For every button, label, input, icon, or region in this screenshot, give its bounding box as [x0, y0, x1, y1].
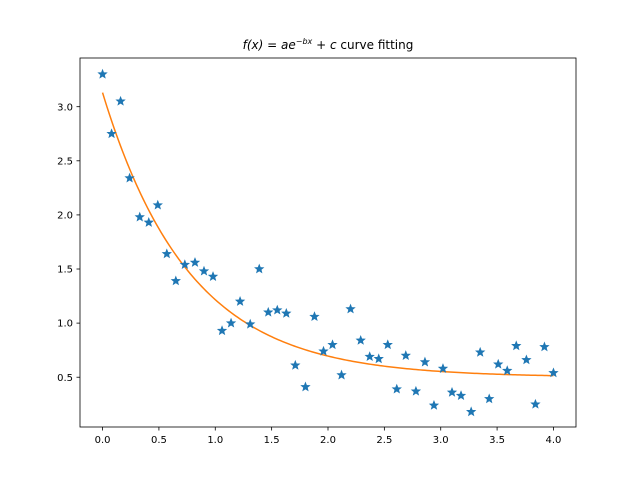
- y-tick-label: 2.0: [57, 211, 73, 222]
- data-point: [493, 358, 504, 369]
- data-point: [355, 335, 366, 345]
- y-tick-label: 2.5: [57, 156, 73, 167]
- data-point: [254, 263, 265, 274]
- data-point: [152, 199, 163, 210]
- x-tick-label: 4.0: [546, 435, 562, 446]
- y-tick-label: 3.0: [57, 102, 73, 113]
- data-point: [327, 339, 338, 350]
- data-point: [234, 296, 246, 306]
- data-point: [179, 259, 190, 270]
- data-point: [446, 386, 458, 397]
- data-point: [318, 345, 329, 356]
- title-rest: curve fitting: [337, 38, 414, 52]
- data-point: [530, 398, 541, 409]
- x-tick-label: 0.5: [151, 435, 167, 446]
- y-axis-ticks: 0.5 1.0 1.5 2.0 2.5 3.0: [57, 102, 80, 384]
- data-point: [216, 325, 228, 336]
- x-axis-ticks: 0.0 0.5 1.0 1.5 2.0 2.5 3.0 3.5 4.0: [95, 427, 562, 446]
- data-point: [198, 265, 210, 276]
- data-point: [272, 304, 283, 315]
- data-point: [475, 346, 486, 357]
- plot-area: [80, 58, 576, 427]
- data-point: [455, 390, 467, 401]
- title-exponent: −bx: [296, 37, 313, 46]
- title-c: c: [330, 38, 337, 52]
- data-point: [290, 359, 301, 370]
- y-tick-label: 1.0: [57, 319, 73, 330]
- data-point: [309, 311, 320, 322]
- data-point: [502, 365, 513, 376]
- data-point: [391, 383, 402, 394]
- data-point: [161, 248, 172, 259]
- y-tick-label: 1.5: [57, 265, 73, 276]
- data-point: [124, 172, 135, 183]
- data-point: [336, 369, 347, 380]
- title-e: e: [288, 38, 295, 52]
- data-point: [539, 341, 550, 352]
- data-point: [400, 350, 411, 360]
- title-fx: f(x): [243, 38, 264, 52]
- x-tick-label: 1.5: [264, 435, 280, 446]
- data-point: [382, 339, 393, 350]
- data-point: [245, 318, 256, 329]
- data-point: [345, 303, 356, 314]
- data-point: [410, 385, 422, 396]
- x-tick-label: 3.0: [433, 435, 449, 446]
- y-tick-label: 0.5: [57, 373, 73, 384]
- data-point: [143, 217, 154, 227]
- fit-curve-layer: [101, 92, 554, 377]
- data-point: [373, 353, 384, 364]
- data-point: [466, 406, 477, 417]
- data-point: [548, 367, 559, 378]
- data-point: [115, 95, 126, 106]
- data-point: [189, 257, 201, 267]
- data-point: [419, 356, 431, 367]
- title-equals: =: [263, 38, 281, 52]
- title-a: a: [281, 38, 288, 52]
- data-point: [300, 381, 311, 392]
- data-point: [484, 393, 495, 404]
- chart-title: f(x) = ae−bx + c curve fitting: [243, 37, 414, 52]
- title-plus: +: [312, 38, 330, 52]
- data-point: [437, 363, 449, 373]
- data-point: [106, 128, 117, 139]
- axes-frame: [79, 57, 577, 428]
- data-point: [263, 306, 274, 317]
- data-point: [207, 271, 219, 281]
- data-point: [225, 317, 237, 328]
- x-tick-label: 0.0: [95, 435, 111, 446]
- data-point: [364, 351, 375, 362]
- x-tick-label: 3.5: [489, 435, 505, 446]
- fit-curve: [101, 92, 554, 377]
- data-point: [428, 399, 440, 410]
- x-tick-label: 2.0: [320, 435, 336, 446]
- x-tick-label: 2.5: [376, 435, 392, 446]
- data-point: [281, 307, 292, 318]
- scatter-points-layer: [97, 68, 559, 417]
- x-tick-label: 1.0: [207, 435, 223, 446]
- data-point: [521, 354, 532, 365]
- data-point: [511, 340, 522, 351]
- data-point: [97, 68, 108, 79]
- data-point: [170, 275, 181, 286]
- data-point: [134, 211, 145, 222]
